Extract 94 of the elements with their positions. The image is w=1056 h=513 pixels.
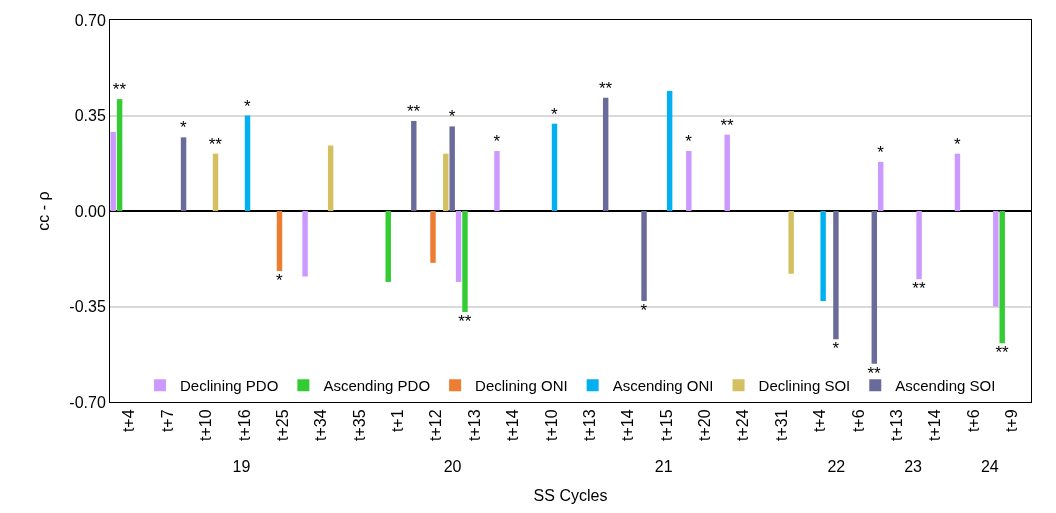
data-label: ** [406,101,421,121]
y-tick-label: 0.70 [74,11,106,29]
legend-label: Declining SOI [758,377,851,395]
data-label: ** [598,78,613,98]
x-tick-label: t+13 [887,409,905,441]
x-tick-label: t+24 [734,409,752,441]
bar [462,211,468,312]
x-tick-label: t+14 [926,409,944,441]
text: 24 [980,457,999,475]
bar [666,90,673,211]
x-tick-label: t+4 [120,409,138,433]
x-tick-label: t+20 [696,409,714,441]
legend-label: Ascending PDO [323,377,431,395]
data-label: ** [912,279,926,299]
bar [494,150,500,211]
text: 22 [827,457,846,475]
bar [871,211,878,364]
bar [430,211,436,263]
y-tick-label: 0.00 [74,202,106,220]
data-label: ** [458,311,472,331]
y-axis-title: cc - ρ [35,191,53,231]
data-label: ** [867,363,882,383]
bar [327,145,334,211]
data-label: * [448,107,456,127]
x-tick-label: t+7 [158,409,176,433]
bar [602,97,609,211]
bar [302,211,308,277]
bar [385,211,391,282]
x-tick-label: t+9 [1003,409,1021,433]
data-label: ** [208,134,223,154]
x-tick-label: t+31 [772,409,790,441]
bar [244,115,251,211]
bar [180,137,187,211]
bar [788,211,794,274]
x-tick-label: t+12 [427,409,445,441]
bar [686,150,692,211]
data-label: * [493,131,501,151]
y-tick-label: -0.70 [69,393,106,411]
text: 19 [232,457,251,475]
x-tick-label: t+25 [273,409,291,441]
bar [641,211,647,302]
data-label: * [685,131,693,151]
x-tick-label: t+10 [542,409,560,441]
x-tick-label: t+14 [504,409,522,441]
bar [724,134,730,211]
x-tick-label: t+13 [465,409,483,441]
bar [877,161,884,211]
data-label: ** [995,343,1010,363]
data-label: ** [720,115,735,135]
x-tick-label: t+13 [580,409,598,441]
data-label: ** [112,80,127,100]
legend-label: Ascending ONI [612,377,714,395]
data-label: * [551,104,559,124]
x-tick-label: t+10 [197,409,215,441]
x-tick-label: t+6 [849,409,867,433]
bar [116,99,123,211]
x-tick-label: t+16 [235,409,253,441]
x-tick-label: t+15 [657,409,675,441]
x-tick-label: t+1 [389,409,407,433]
data-label: * [180,118,188,138]
legend-label: Declining ONI [475,377,568,395]
x-tick-label: t+35 [350,409,368,441]
data-label: * [640,301,648,321]
data-label: * [832,339,840,359]
x-axis-title: SS Cycles [533,486,608,504]
legend-label: Ascending SOI [895,377,996,395]
bar [449,126,455,211]
x-tick-label: t+34 [312,409,330,441]
bar [820,211,826,302]
text: 23 [904,457,923,475]
bar [110,131,116,211]
bar [833,211,839,340]
bar [455,211,462,282]
data-label: * [244,96,252,116]
bar [999,211,1005,344]
text: 20 [443,457,462,475]
bar [993,211,999,307]
text: 21 [654,457,673,475]
bar [411,120,417,211]
data-label: * [953,134,961,154]
bar [212,153,219,211]
y-tick-label: -0.35 [69,298,106,316]
x-tick-label: t+14 [619,409,637,441]
bar [916,211,922,280]
data-label: * [877,142,885,162]
y-tick-label: 0.35 [74,107,106,125]
legend-label: Declining PDO [180,377,279,395]
data-label: * [275,271,283,291]
bar [276,211,283,272]
bar [954,153,961,211]
bar [443,153,449,211]
bar [551,123,558,211]
x-tick-label: t+4 [811,409,829,433]
x-tick-label: t+6 [964,409,982,433]
